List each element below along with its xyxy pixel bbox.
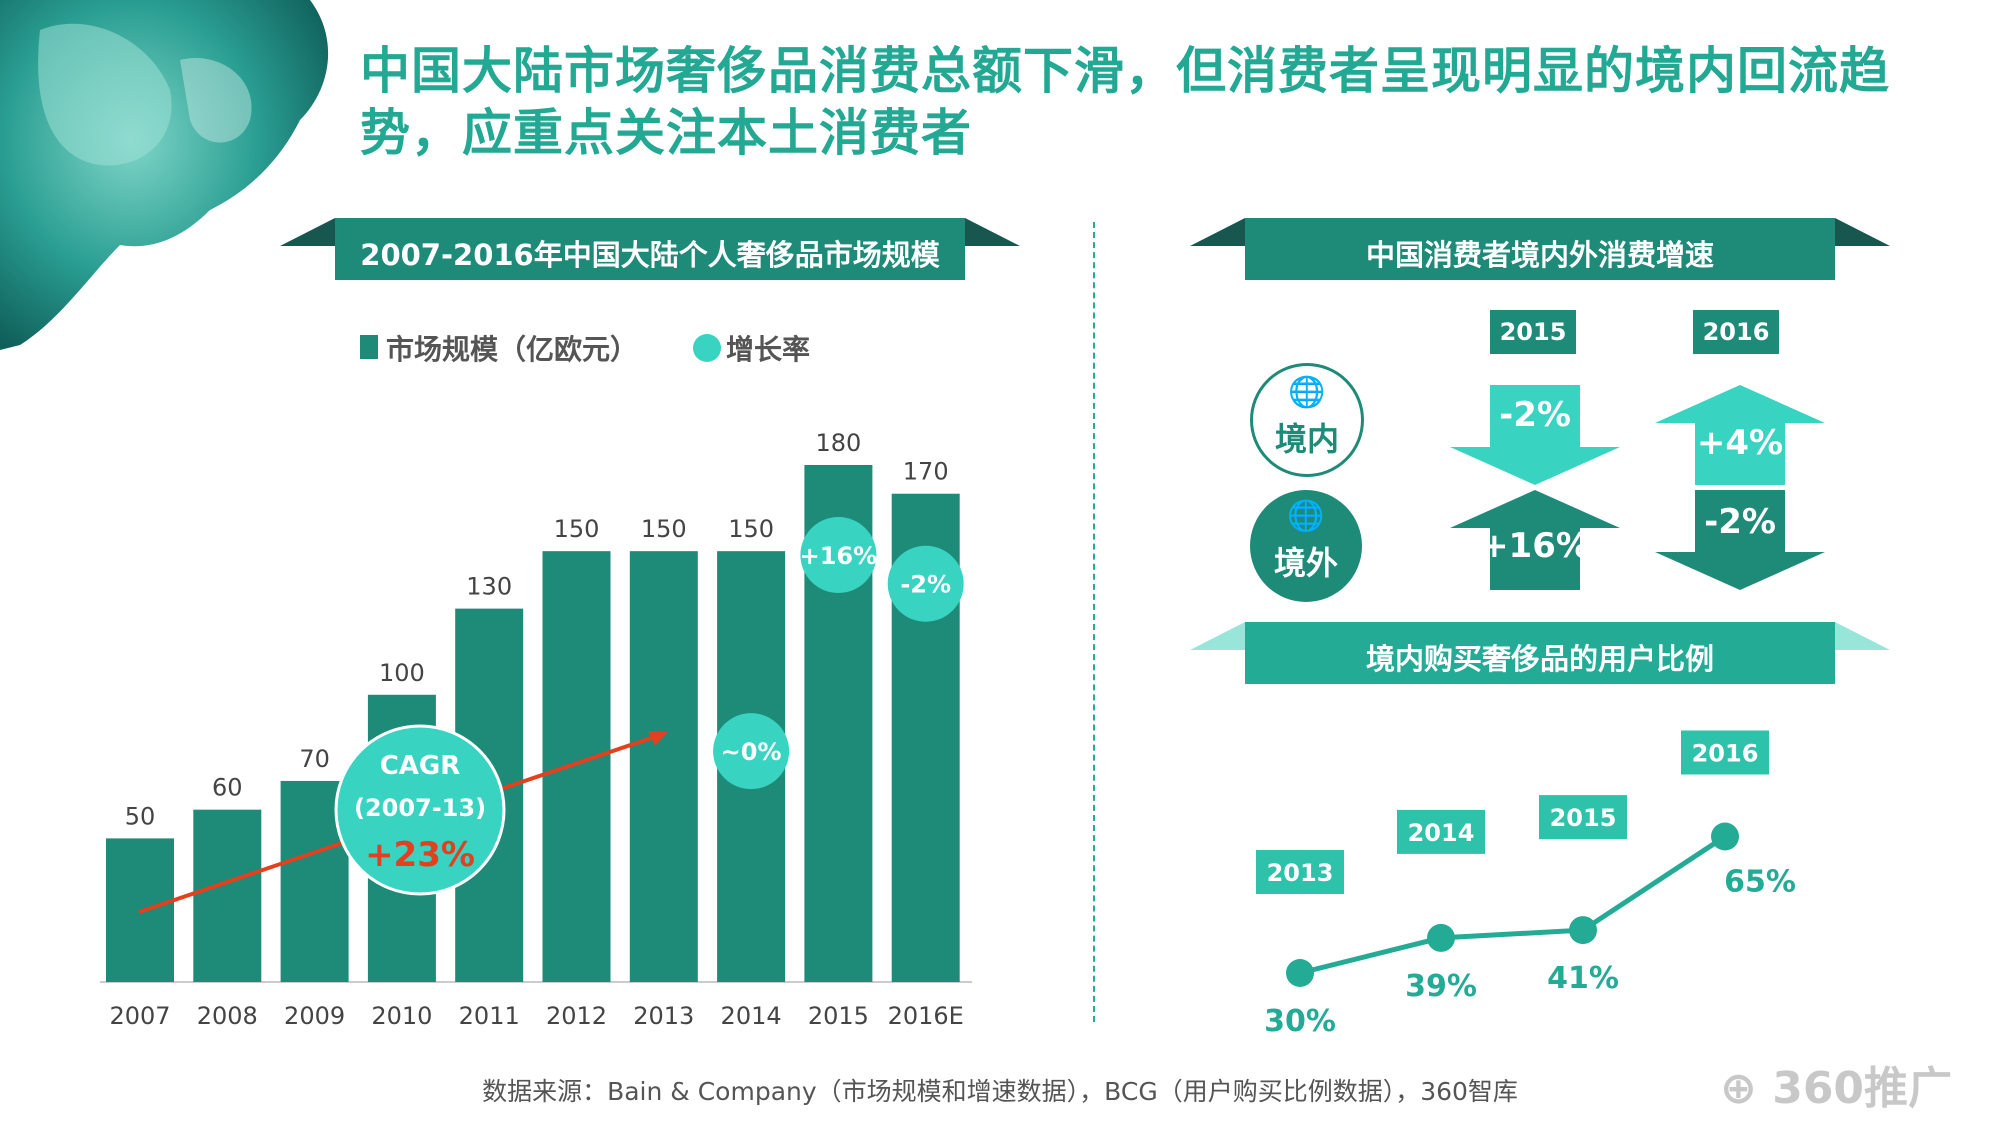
- growth-bubble-2016E: [887, 545, 964, 622]
- line-year-label: 2016: [1692, 740, 1759, 768]
- overseas-badge: 🌐 境外: [1250, 490, 1362, 602]
- cagr-value: +23%: [365, 835, 475, 875]
- x-tick-label: 2015: [808, 1002, 869, 1030]
- bar-value-label: 170: [903, 458, 949, 486]
- line-year-box: [1256, 850, 1344, 894]
- cagr-trend-arrowhead: [648, 731, 668, 746]
- bar-value-label: 100: [379, 659, 425, 687]
- line-value-label: 41%: [1547, 961, 1619, 996]
- right-bottom-ribbon-title: 境内购买奢侈品的用户比例: [1365, 642, 1714, 676]
- arrow-overseas-2016: -2%: [1655, 490, 1825, 590]
- line-value-label: 65%: [1724, 865, 1796, 900]
- bar-value-label: 50: [125, 802, 156, 830]
- plus-circle-icon: ⊕: [1720, 1063, 1757, 1114]
- arrow-domestic-2015: -2%: [1450, 385, 1620, 485]
- brand-logo-text: 360推广: [1772, 1063, 1953, 1114]
- x-tick-label: 2013: [633, 1002, 694, 1030]
- year-label-2015: 2015: [1490, 310, 1576, 354]
- page-title: 中国大陆市场奢侈品消费总额下滑，但消费者呈现明显的境内回流趋势，应重点关注本土消…: [360, 42, 1890, 162]
- right-bottom-ribbon: [1190, 622, 1890, 684]
- bar-value-label: 70: [299, 745, 330, 773]
- arrow-domestic-2016-value: +4%: [1696, 423, 1784, 463]
- bar-2012: [542, 551, 611, 982]
- x-tick-label: 2010: [371, 1002, 432, 1030]
- growth-label-2016E: -2%: [900, 571, 951, 599]
- x-tick-label: 2011: [459, 1002, 520, 1030]
- x-tick-label: 2016E: [888, 1002, 964, 1030]
- legend-bar-swatch: [360, 335, 378, 359]
- cagr-line1: CAGR: [380, 751, 461, 781]
- line-value-label: 30%: [1264, 1004, 1336, 1039]
- legend-bar-label: 市场规模（亿欧元）: [386, 333, 639, 366]
- bar-value-label: 130: [466, 573, 512, 601]
- line-value-label: 39%: [1405, 969, 1477, 1004]
- arrow-overseas-2015: +16%: [1450, 490, 1620, 590]
- decorative-paint-blob: [0, 0, 329, 350]
- bar-value-label: 150: [728, 515, 774, 543]
- line-series: [1299, 834, 1727, 976]
- panel-divider: [1093, 222, 1095, 1022]
- growth-label-2015: +16%: [800, 542, 878, 570]
- growth-label-2014: ~0%: [721, 738, 782, 766]
- line-point-2015: [1569, 916, 1597, 945]
- line-point-2013: [1286, 959, 1314, 987]
- arrow-overseas-2016-value: -2%: [1704, 502, 1776, 542]
- cagr-circle: [334, 724, 506, 896]
- cagr-bubble: CAGR (2007-13) +23%: [334, 724, 506, 896]
- arrow-domestic-2016: +4%: [1655, 385, 1825, 485]
- line-year-box: [1681, 730, 1769, 775]
- bar-chart: 50 2007 60 2008 70 2009 100 2010 130 2011 150 2012 1…: [100, 429, 972, 1030]
- line-year-label: 2015: [1550, 804, 1617, 832]
- growth-bubble-2015: [800, 517, 877, 593]
- line-point-2016: [1711, 822, 1739, 851]
- domestic-badge: 🌐 境内: [1250, 363, 1364, 477]
- bar-value-label: 180: [815, 429, 861, 457]
- domestic-label: 境内: [1274, 420, 1339, 458]
- source-note: 数据来源：Bain & Company（市场规模和增速数据），BCG（用户购买比…: [482, 1077, 1518, 1106]
- line-chart: 2013 30% 2014 39% 2015 41% 2016 65%: [1256, 730, 1796, 1039]
- arrow-overseas-2015-value: +16%: [1480, 526, 1590, 566]
- globe-icon: 🌐: [1287, 499, 1325, 534]
- x-tick-label: 2009: [284, 1002, 345, 1030]
- line-year-label: 2014: [1408, 819, 1475, 847]
- x-tick-label: 2012: [546, 1002, 607, 1030]
- arrow-domestic-2015-value: -2%: [1499, 395, 1571, 435]
- line-year-box: [1397, 809, 1485, 854]
- legend-rate-swatch: [693, 334, 721, 362]
- line-year-label: 2013: [1267, 859, 1334, 887]
- bar-2013: [629, 551, 698, 982]
- x-tick-label: 2014: [721, 1002, 782, 1030]
- bar-2008: [193, 809, 262, 982]
- right-top-ribbon-title: 中国消费者境内外消费增速: [1365, 238, 1714, 272]
- right-top-ribbon: [1190, 218, 1890, 280]
- year-label-2016: 2016: [1693, 310, 1779, 354]
- bar-value-label: 150: [641, 515, 687, 543]
- left-ribbon-title: 2007-2016年中国大陆个人奢侈品市场规模: [360, 238, 940, 272]
- line-year-box: [1539, 795, 1627, 840]
- left-ribbon: [280, 218, 1020, 280]
- bar-value-label: 150: [554, 515, 600, 543]
- bar-value-label: 60: [212, 774, 243, 802]
- globe-icon: 🌐: [1288, 375, 1326, 410]
- brand-logo: ⊕ 360推广: [1720, 1052, 1952, 1116]
- cagr-line2: (2007-13): [354, 794, 486, 822]
- x-tick-label: 2007: [109, 1002, 170, 1030]
- x-tick-label: 2008: [197, 1002, 258, 1030]
- growth-bubble-2014: [713, 713, 790, 790]
- overseas-label: 境外: [1273, 544, 1338, 582]
- line-point-2014: [1427, 923, 1455, 952]
- legend-rate-label: 增长率: [726, 333, 811, 366]
